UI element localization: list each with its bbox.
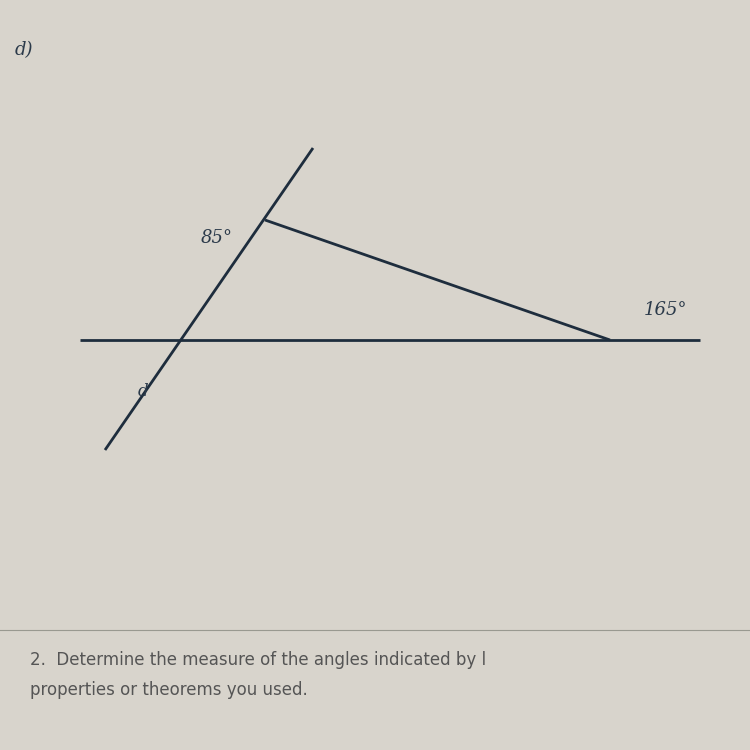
Text: d: d (138, 383, 148, 400)
Text: 2.  Determine the measure of the angles indicated by l: 2. Determine the measure of the angles i… (30, 651, 486, 669)
Text: 165°: 165° (644, 301, 687, 319)
Text: 85°: 85° (201, 229, 233, 247)
Text: d): d) (15, 41, 34, 59)
Text: properties or theorems you used.: properties or theorems you used. (30, 681, 308, 699)
